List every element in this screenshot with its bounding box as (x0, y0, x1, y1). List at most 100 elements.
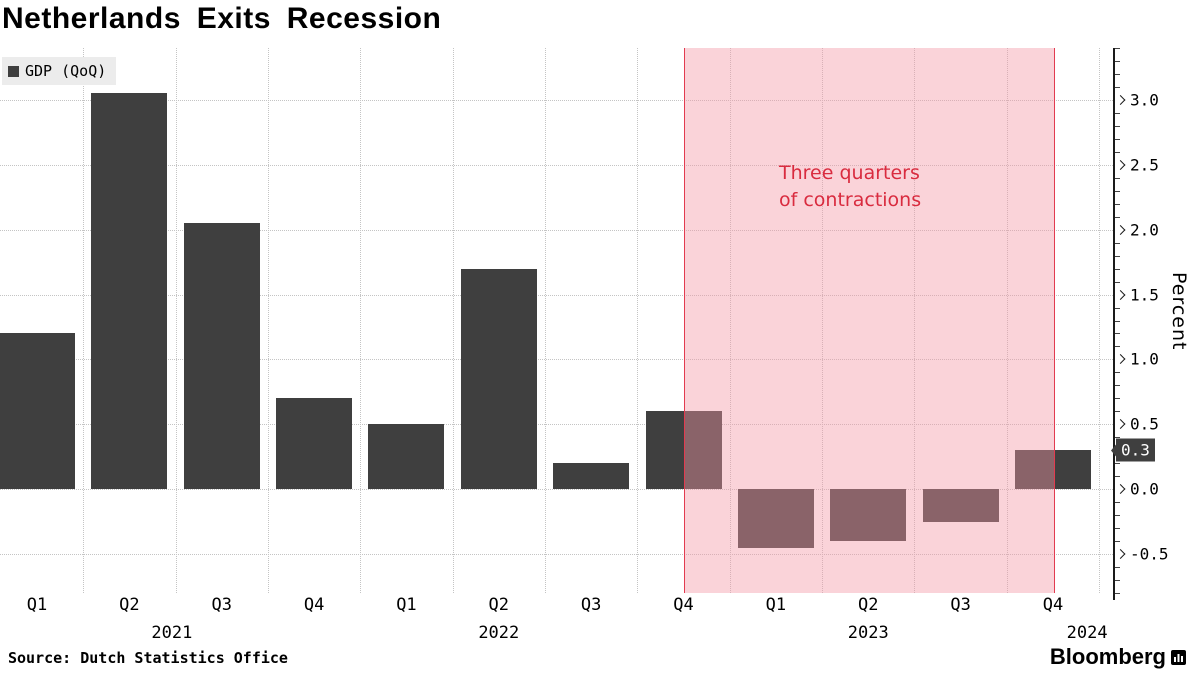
y-axis-tick-label: 0.5 (1130, 414, 1159, 434)
y-axis-minor-tick (1115, 268, 1120, 270)
y-axis-minor-tick (1115, 580, 1120, 582)
gridline-vertical (914, 48, 916, 593)
y-axis-tick-label: 2.5 (1130, 155, 1159, 175)
y-axis-tick-icon (1115, 419, 1126, 430)
gridline-horizontal (0, 294, 1113, 296)
bar-2023-q2 (830, 489, 907, 542)
chart-title: Netherlands Exits Recession (2, 2, 442, 35)
y-axis-minor-tick (1115, 86, 1120, 88)
bloomberg-logo: Bloomberg (1050, 644, 1186, 670)
gridline-vertical (822, 48, 824, 593)
bar-2021-q2 (91, 93, 168, 490)
y-axis-title: Percent (1168, 272, 1190, 351)
y-axis-minor-tick (1115, 333, 1120, 335)
bar-2023-q4 (1014, 450, 1091, 490)
bloomberg-wordmark: Bloomberg (1049, 644, 1166, 669)
legend-label: GDP (QoQ) (25, 62, 107, 80)
y-axis-tick-icon (1115, 94, 1126, 105)
y-axis-minor-tick (1115, 320, 1120, 322)
y-axis-minor-tick (1115, 138, 1120, 140)
x-axis-quarter-label: Q4 (673, 595, 694, 615)
y-axis-minor-tick (1115, 60, 1120, 62)
y-axis-minor-tick (1115, 216, 1120, 218)
y-axis-minor-tick (1115, 528, 1120, 530)
y-axis-minor-tick (1115, 398, 1120, 400)
x-axis-year-label: 2021 (151, 623, 193, 643)
bloomberg-chart-icon (1171, 649, 1186, 665)
gridline-vertical (1006, 48, 1008, 593)
gridline-vertical (267, 48, 269, 593)
y-axis-minor-tick (1115, 255, 1120, 257)
band-annotation: Three quarters of contractions (779, 160, 921, 214)
legend: GDP (QoQ) (2, 57, 117, 85)
band-annotation-line1: Three quarters (779, 162, 920, 184)
y-axis-minor-tick (1115, 190, 1120, 192)
gridline-vertical (360, 48, 362, 593)
recession-band (683, 48, 1055, 593)
x-axis-year-label: 2022 (478, 623, 520, 643)
x-axis-quarter-label: Q3 (211, 595, 232, 615)
y-axis-tick-icon (1115, 224, 1126, 235)
y-axis-minor-tick (1115, 541, 1120, 543)
gridline-horizontal (0, 359, 1113, 361)
x-axis-quarter-label: Q1 (765, 595, 787, 615)
x-axis-labels: Q1 Q2 Q3 Q4 Q1 Q2 Q3 Q4 Q1 Q2 Q3 Q4 2021 2022 2023 2024 (0, 595, 1140, 650)
y-axis-tick-label: 3.0 (1130, 90, 1159, 110)
y-axis-tick-label: 2.0 (1130, 220, 1159, 240)
y-axis-minor-tick (1115, 112, 1120, 114)
gridline-horizontal (0, 424, 1113, 426)
y-axis-minor-tick (1115, 385, 1120, 387)
y-axis-minor-tick (1115, 593, 1120, 594)
gridline-vertical (544, 48, 546, 593)
y-axis-tick-icon (1115, 159, 1126, 170)
gridline-vertical (175, 48, 177, 593)
x-axis-quarter-label: Q3 (580, 595, 602, 615)
band-annotation-line2: of contractions (779, 189, 922, 211)
gridline-horizontal (0, 489, 1113, 491)
y-axis: 3.0 2.5 2.0 1.5 1.0 0.5 0.0 -0.5 (1113, 48, 1200, 600)
y-axis-minor-tick (1115, 515, 1120, 517)
bar-2022-q2 (460, 268, 537, 490)
y-axis-minor-tick (1115, 411, 1120, 413)
y-axis-tick-label: 1.0 (1130, 349, 1159, 369)
x-axis-quarter-label: Q4 (303, 595, 325, 615)
x-axis-year-label: 2024 (1066, 623, 1108, 643)
y-axis-minor-tick (1115, 48, 1120, 49)
bar-2021-q3 (183, 223, 260, 490)
bar-2021-q4 (276, 398, 353, 490)
gridline-horizontal (0, 99, 1113, 101)
y-axis-minor-tick (1115, 125, 1120, 127)
x-axis-quarter-label: Q2 (488, 595, 510, 615)
x-axis-quarter-label: Q1 (396, 595, 417, 615)
bar-2022-q1 (368, 424, 445, 490)
y-axis-tick-icon (1115, 549, 1126, 560)
y-axis-minor-tick (1115, 463, 1120, 465)
gridline-horizontal (0, 229, 1113, 231)
y-axis-minor-tick (1115, 307, 1120, 309)
gridline-horizontal (0, 554, 1113, 556)
gridline-horizontal (0, 164, 1113, 166)
y-axis-tick-icon (1115, 484, 1126, 495)
x-axis-quarter-label: Q2 (119, 595, 140, 615)
y-axis-tick-label: 0.0 (1130, 479, 1159, 499)
gridline-vertical (729, 48, 731, 593)
gridline-vertical (637, 48, 639, 593)
y-axis-tick-label: 1.5 (1130, 285, 1159, 305)
last-value-badge: 0.3 (1116, 438, 1155, 462)
y-axis-minor-tick (1115, 73, 1120, 75)
legend-swatch-icon (8, 65, 19, 77)
bar-2023-q1 (737, 489, 814, 548)
y-axis-tick-icon (1115, 289, 1126, 300)
y-axis-minor-tick (1115, 372, 1120, 374)
gridline-vertical (83, 48, 85, 593)
bar-2022-q3 (553, 463, 630, 490)
y-axis-minor-tick (1115, 242, 1120, 244)
y-axis-minor-tick (1115, 177, 1120, 179)
y-axis-minor-tick (1115, 203, 1120, 205)
bar-2021-q1 (0, 333, 75, 490)
y-axis-minor-tick (1115, 281, 1120, 283)
source-note: Source: Dutch Statistics Office (8, 649, 288, 667)
x-axis-quarter-label: Q2 (857, 595, 879, 615)
y-axis-minor-tick (1115, 502, 1120, 504)
y-axis-minor-tick (1115, 346, 1120, 348)
